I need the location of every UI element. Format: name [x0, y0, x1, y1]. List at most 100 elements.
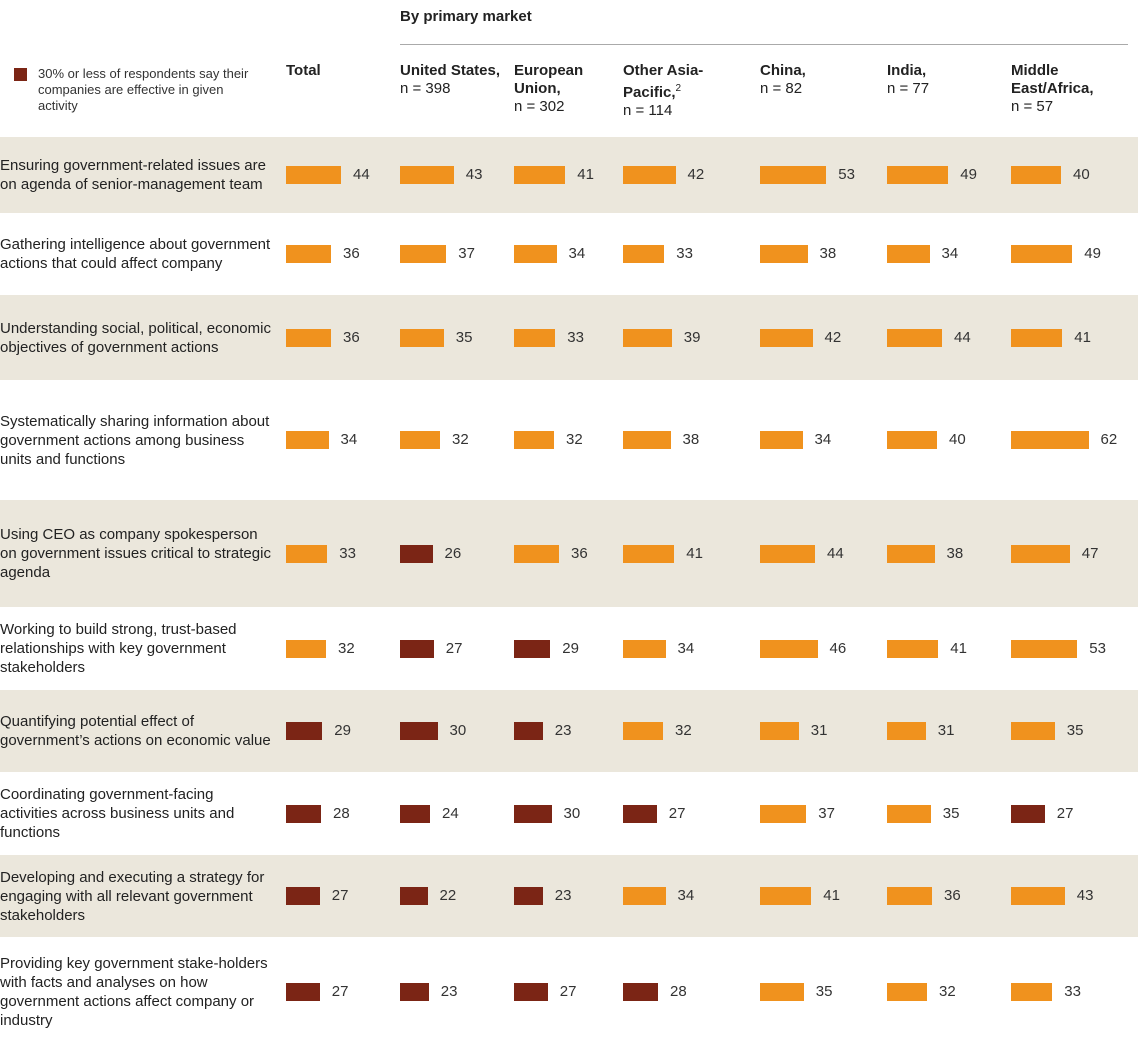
bar — [1011, 544, 1070, 563]
value-label: 41 — [823, 887, 840, 904]
row-label: Gathering intelligence about government … — [0, 236, 271, 272]
row-label: Systematically sharing information about… — [0, 412, 270, 468]
value-label: 43 — [1076, 887, 1094, 904]
value-label: 32 — [452, 431, 469, 448]
column-name: Other Asia-Pacific, — [623, 62, 704, 101]
value-label: 41 — [950, 639, 967, 657]
value-label: 44 — [954, 328, 971, 346]
column-header: Middle East/Africa, n = 57 — [1011, 62, 1121, 116]
value-label: 41 — [1074, 328, 1091, 346]
column-n: n = 77 — [887, 80, 930, 97]
row-label: Coordinating government-facing activitie… — [0, 786, 235, 841]
row-background — [0, 137, 1138, 213]
value-label: 32 — [566, 431, 583, 448]
bar — [1011, 328, 1063, 347]
bar — [286, 245, 331, 263]
value-label: 34 — [677, 639, 695, 657]
value-label: 49 — [960, 166, 977, 183]
row-label: Quantifying potential effect of governme… — [0, 713, 271, 749]
bar — [1011, 431, 1089, 449]
bar — [887, 722, 926, 740]
bar — [887, 639, 939, 658]
row-background — [0, 855, 1138, 937]
bar — [514, 887, 543, 905]
bar — [286, 431, 329, 449]
bar — [1011, 639, 1078, 658]
value-label: 37 — [818, 804, 835, 822]
bar — [760, 639, 818, 658]
value-label: 34 — [941, 245, 959, 262]
bar — [760, 245, 808, 263]
bar — [286, 544, 328, 563]
row-label: Ensuring government-related issues are o… — [0, 157, 266, 193]
bar — [1011, 166, 1061, 184]
value-label: 49 — [1084, 245, 1101, 262]
column-name: European Union, — [514, 62, 584, 97]
row-label: Using CEO as company spokesperson on gov… — [0, 526, 271, 581]
row-label: Developing and executing a strategy for … — [0, 868, 265, 924]
value-label: 41 — [577, 166, 594, 183]
footnote-ref: 2 — [675, 83, 682, 94]
value-label: 38 — [682, 431, 700, 448]
bar — [623, 639, 666, 658]
value-label: 23 — [554, 722, 572, 739]
column-header: Other Asia-Pacific,2 n = 114 — [623, 62, 733, 120]
bar — [623, 722, 663, 740]
value-label: 33 — [567, 328, 584, 346]
value-label: 27 — [1056, 804, 1074, 822]
chart-title: By primary market — [400, 8, 532, 25]
value-label: 37 — [458, 245, 475, 262]
column-header: European Union, n = 302 — [514, 62, 624, 116]
bar — [1011, 722, 1055, 740]
value-label: 46 — [829, 639, 847, 657]
bar — [760, 544, 815, 563]
value-label: 23 — [440, 983, 458, 1000]
bar — [623, 887, 666, 905]
bar — [400, 887, 428, 905]
value-label: 30 — [449, 722, 467, 739]
value-label: 31 — [937, 722, 955, 739]
row-background — [0, 690, 1138, 772]
value-label: 24 — [442, 804, 459, 822]
bar — [1011, 245, 1073, 263]
value-label: 53 — [1089, 639, 1106, 657]
bar — [623, 431, 671, 449]
value-label: 36 — [343, 245, 360, 262]
value-label: 44 — [353, 166, 370, 183]
header-rule — [400, 44, 1128, 45]
bar — [514, 639, 551, 658]
bar — [760, 722, 799, 740]
value-label: 27 — [445, 639, 463, 657]
column-header: Total — [286, 62, 396, 80]
value-label: 34 — [814, 431, 832, 448]
value-label: 32 — [675, 722, 692, 739]
bar — [760, 166, 827, 184]
value-label: 41 — [686, 544, 703, 562]
value-label: 22 — [439, 887, 457, 904]
bar — [400, 166, 454, 184]
column-name: Total — [286, 62, 321, 79]
bar — [286, 804, 321, 823]
bar — [400, 544, 433, 563]
bar — [623, 245, 665, 263]
value-label: 29 — [562, 639, 579, 657]
bar — [1011, 804, 1045, 823]
bar — [400, 431, 440, 449]
bar — [760, 431, 803, 449]
bar — [887, 544, 935, 563]
row-background — [0, 500, 1138, 607]
value-label: 38 — [819, 245, 837, 262]
value-label: 35 — [1066, 722, 1084, 739]
bar — [1011, 887, 1065, 905]
bar — [286, 887, 320, 905]
value-label: 33 — [676, 245, 693, 262]
value-label: 31 — [810, 722, 828, 739]
bar — [514, 722, 543, 740]
bar — [514, 983, 548, 1001]
bar — [887, 804, 931, 823]
value-label: 27 — [559, 983, 577, 1000]
value-label: 44 — [827, 544, 844, 562]
value-label: 33 — [1064, 983, 1081, 1000]
value-label: 30 — [563, 804, 581, 822]
value-label: 27 — [331, 983, 349, 1000]
